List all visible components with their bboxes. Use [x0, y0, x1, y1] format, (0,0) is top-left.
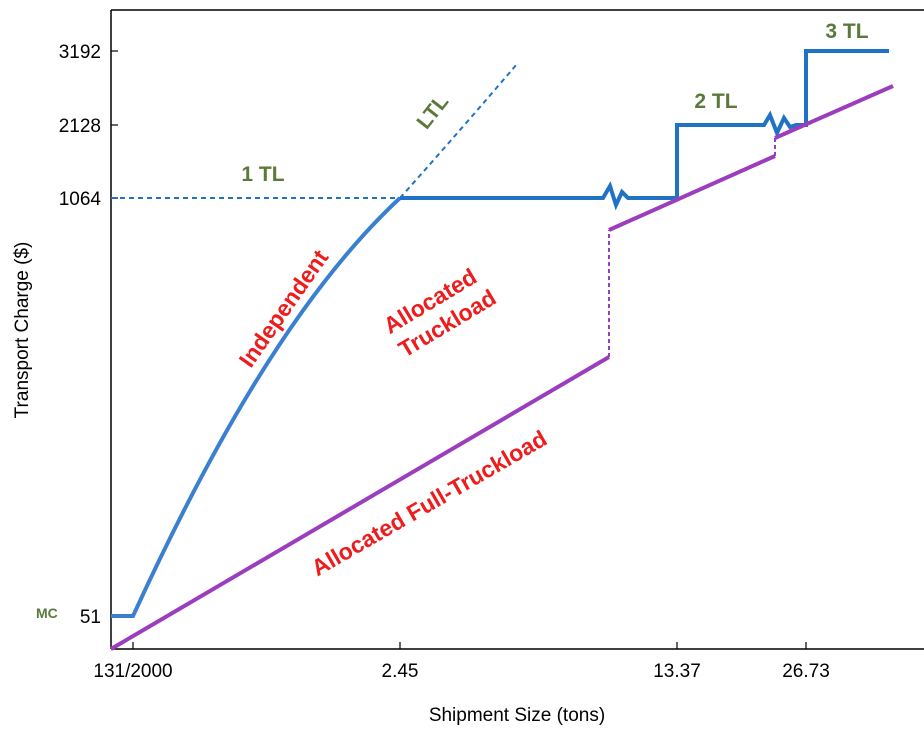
- x-tick-label: 131/2000: [93, 661, 172, 682]
- y-tick-label: 3192: [59, 42, 101, 63]
- mc-label: MC: [36, 605, 58, 621]
- allocated-truckload-line: [608, 154, 776, 232]
- y-tick-label: 51: [80, 607, 101, 628]
- x-axis-title: Shipment Size (tons): [429, 705, 605, 726]
- independent-series-line: [111, 196, 402, 618]
- one-tl-annotation: 1 TL: [241, 163, 284, 186]
- y-tick-label: 1064: [59, 189, 102, 210]
- x-tick-label: 13.37: [653, 661, 701, 682]
- x-tick-label: 26.73: [782, 661, 830, 682]
- two-tl-annotation: 2 TL: [694, 90, 737, 113]
- allocated-full-truckload-annotation: Allocated Full-Truckload: [307, 425, 551, 581]
- three-tl-annotation: 3 TL: [825, 20, 868, 43]
- y-axis-title: Transport Charge ($): [12, 242, 33, 419]
- truckload-step-line: [400, 49, 889, 211]
- allocated-truckload-line: [774, 84, 894, 140]
- ltl-dashed-curve: [399, 63, 518, 199]
- allocated-full-truckload-line: [109, 355, 611, 651]
- x-tick-label: 2.45: [382, 661, 419, 682]
- y-tick-label: 2128: [59, 116, 101, 137]
- independent-annotation: Independent: [234, 245, 334, 372]
- ltl-annotation: LTL: [412, 90, 453, 133]
- allocated-truckload-annotation: Allocated Truckload: [379, 260, 501, 363]
